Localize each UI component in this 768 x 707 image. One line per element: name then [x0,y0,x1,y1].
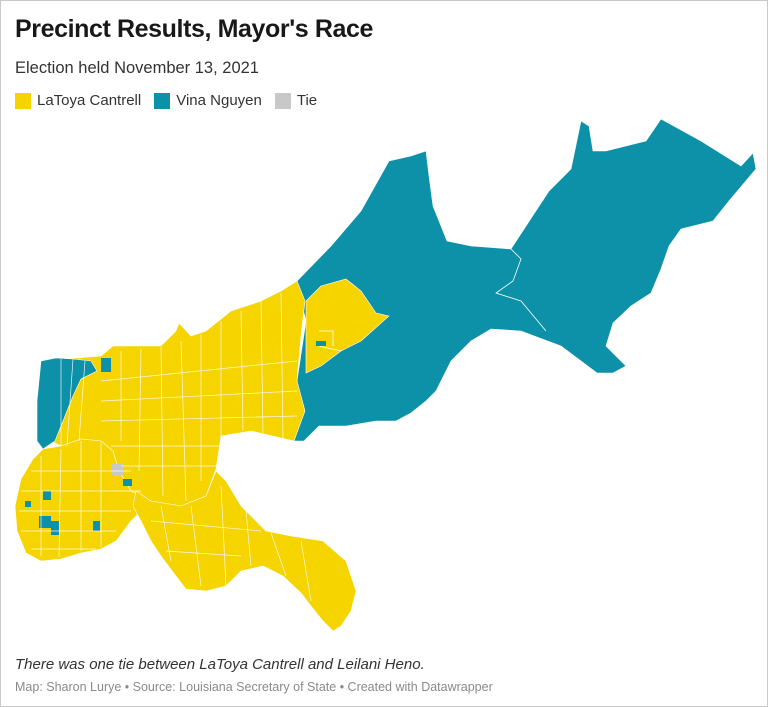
legend: LaToya Cantrell Vina Nguyen Tie [15,92,330,109]
map-precinct-nguyen-4[interactable] [25,501,31,507]
legend-swatch-nguyen [154,92,171,109]
legend-label-tie: Tie [296,92,318,109]
map-region-lakefront-east[interactable] [305,278,390,374]
legend-item-nguyen: Vina Nguyen [154,92,262,109]
legend-label-nguyen: Vina Nguyen [176,92,262,109]
map-precinct-nguyen-6[interactable] [123,479,132,486]
map-region-algiers[interactable] [132,470,357,632]
map-precinct-nguyen-8[interactable] [316,341,326,346]
map-region-new-orleans-east[interactable] [293,118,757,442]
map-precinct-nguyen-1[interactable] [43,491,51,500]
legend-item-cantrell: LaToya Cantrell [15,92,141,109]
precinct-map [14,118,757,632]
map-precinct-nguyen-3[interactable] [51,521,59,535]
footnote: There was one tie between LaToya Cantrel… [15,656,425,673]
chart-title: Precinct Results, Mayor's Race [15,15,373,43]
map-precinct-nguyen-7[interactable] [101,358,111,372]
map-boundary-east-1 [495,248,547,332]
chart-subtitle: Election held November 13, 2021 [15,59,259,77]
map-precinct-tie[interactable] [111,464,123,475]
legend-swatch-cantrell [15,92,31,109]
legend-item-tie: Tie [274,92,318,109]
map-boundary-lakefront [318,330,342,352]
legend-swatch-tie [274,92,291,109]
map-precinct-nguyen-5[interactable] [93,521,100,531]
credits: Map: Sharon Lurye • Source: Louisiana Se… [15,680,493,694]
map-precinct-nguyen-2[interactable] [39,516,51,528]
map-precinct-boundaries [19,292,312,602]
legend-label-cantrell: LaToya Cantrell [37,92,142,109]
